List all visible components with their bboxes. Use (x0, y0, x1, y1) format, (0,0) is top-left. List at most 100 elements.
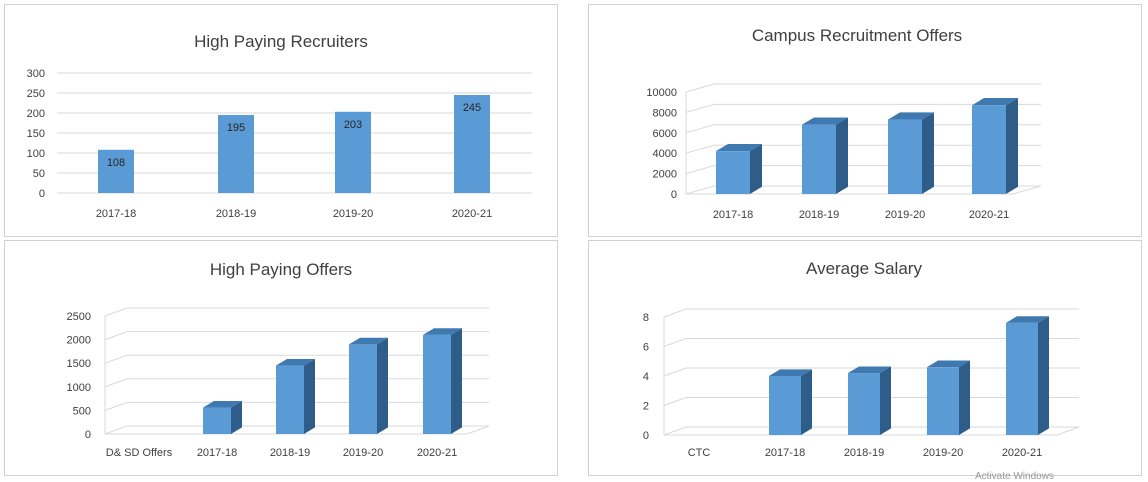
data-label: 195 (227, 122, 245, 134)
bar-2020-21 (454, 95, 490, 193)
chart-campus-recruitment-offers: Campus Recruitment Offers 0 2000 4000 6000 80… (646, 26, 1042, 221)
y-tick-label: 150 (27, 128, 45, 140)
row-label: D& SD Offers (106, 447, 173, 459)
y-tick-label: 1500 (67, 358, 91, 370)
floor-edge (686, 185, 1042, 195)
gridline (104, 307, 489, 317)
bar-2019-20 (349, 344, 377, 434)
bar-2017-18 (98, 149, 134, 193)
bar-side-2018-19 (304, 358, 315, 434)
chart-title: High Paying Recruiters (194, 32, 368, 51)
watermark-text: Activate Windows (975, 471, 1054, 482)
bar-2017-18 (716, 151, 750, 194)
bar-top-2018-19 (848, 366, 891, 374)
bar-side-2019-20 (377, 337, 388, 434)
y-tick-label: 2000 (67, 335, 91, 347)
y-tick-label: 0 (643, 430, 649, 442)
chart-high-paying-offers: High Paying Offers 0 500 1000 1500 2000 2500 20… (67, 260, 490, 459)
y-tick-label: 4000 (653, 148, 677, 160)
gridline (685, 103, 1041, 113)
y-tick-label: 200 (27, 108, 45, 120)
bar-side-2020-21 (451, 328, 462, 434)
bar-side-2019-20 (959, 360, 970, 435)
gridline (104, 331, 489, 341)
x-tick-label: 2017-18 (96, 208, 136, 220)
y-tick-label: 2000 (653, 169, 677, 181)
x-tick-label: 2019-20 (333, 208, 373, 220)
bar-side-2020-21 (1038, 316, 1049, 435)
bar-top-2018-19 (276, 358, 315, 366)
data-label: 108 (107, 157, 125, 169)
x-tick-label: 2019-20 (343, 447, 383, 459)
y-tick-label: 8000 (653, 107, 677, 119)
x-tick-label: 2018-19 (844, 447, 884, 459)
y-tick-label: 500 (73, 405, 91, 417)
bar-top-2020-21 (972, 98, 1018, 106)
bar-2019-20 (335, 111, 371, 193)
y-tick-label: 4 (643, 371, 649, 383)
chart-title: Average Salary (806, 259, 922, 278)
y-tick-label: 2 (643, 401, 649, 413)
x-tick-label: 2017-18 (197, 447, 237, 459)
x-tick-label: 2020-21 (417, 447, 457, 459)
y-tick-label: 1000 (67, 382, 91, 394)
x-tick-label: 2019-20 (923, 447, 963, 459)
panel-high-paying-recruiters: High Paying Recruiters 0 50 100 150 200 250 300… (4, 4, 558, 237)
x-tick-label: 2020-21 (1002, 447, 1042, 459)
bar-side-2017-18 (231, 400, 242, 434)
chart-title: Campus Recruitment Offers (752, 26, 962, 45)
x-tick-label: 2018-19 (799, 209, 839, 221)
x-tick-label: 2019-20 (885, 209, 925, 221)
bar-2020-21 (423, 334, 451, 434)
bar-top-2019-20 (888, 112, 934, 120)
y-tick-label: 6000 (653, 128, 677, 140)
bar-side-2020-21 (1006, 98, 1018, 194)
data-label: 245 (463, 102, 481, 114)
bar-2017-18 (769, 376, 801, 435)
gridline (685, 83, 1041, 93)
gridline (663, 308, 1079, 318)
bar-2018-19 (276, 365, 304, 434)
y-tick-label: 100 (27, 148, 45, 160)
bar-2018-19 (218, 115, 254, 193)
bar-2020-21 (1006, 322, 1038, 435)
bar-side-2018-19 (880, 366, 891, 435)
y-tick-label: 8 (643, 312, 649, 324)
bar-2018-19 (802, 124, 836, 194)
y-tick-label: 300 (27, 68, 45, 80)
bar-top-2017-18 (203, 400, 242, 408)
bar-2019-20 (927, 367, 959, 435)
y-tick-label: 250 (27, 88, 45, 100)
x-tick-label: 2017-18 (765, 447, 805, 459)
panel-campus-recruitment-offers: Campus Recruitment Offers 0 2000 4000 6000 80… (588, 4, 1142, 237)
y-tick-label: 2500 (67, 311, 91, 323)
bar-top-2019-20 (349, 337, 388, 345)
y-tick-label: 0 (671, 189, 677, 201)
bar-top-2018-19 (802, 117, 848, 125)
bar-top-2017-18 (716, 143, 762, 152)
bar-top-2020-21 (1006, 316, 1049, 323)
x-tick-label: 2020-21 (969, 209, 1009, 221)
y-tick-label: 0 (85, 429, 91, 441)
y-tick-label: 50 (33, 168, 45, 180)
bar-top-2017-18 (769, 369, 812, 376)
y-tick-label: 10000 (646, 87, 677, 99)
bar-side-2017-18 (801, 369, 812, 435)
y-tick-label: 6 (643, 342, 649, 354)
bar-side-2018-19 (836, 117, 848, 194)
chart-title: High Paying Offers (210, 260, 352, 279)
x-tick-label: 2018-19 (216, 208, 256, 220)
chart-average-salary: Average Salary 0 2 4 6 8 2017-18 2018-19 2019-20… (643, 259, 1080, 459)
bar-2018-19 (848, 373, 880, 435)
bar-2017-18 (203, 407, 231, 434)
panel-average-salary: Average Salary 0 2 4 6 8 2017-18 2018-19 2019-20… (588, 240, 1142, 476)
bar-2019-20 (888, 119, 922, 194)
x-tick-label: 2018-19 (270, 447, 310, 459)
gridline (663, 338, 1079, 347)
x-tick-label: 2020-21 (452, 208, 492, 220)
row-label: CTC (688, 447, 711, 459)
data-label: 203 (344, 119, 362, 131)
bar-top-2019-20 (927, 360, 970, 368)
x-tick-label: 2017-18 (713, 209, 753, 221)
bar-side-2019-20 (922, 112, 934, 194)
